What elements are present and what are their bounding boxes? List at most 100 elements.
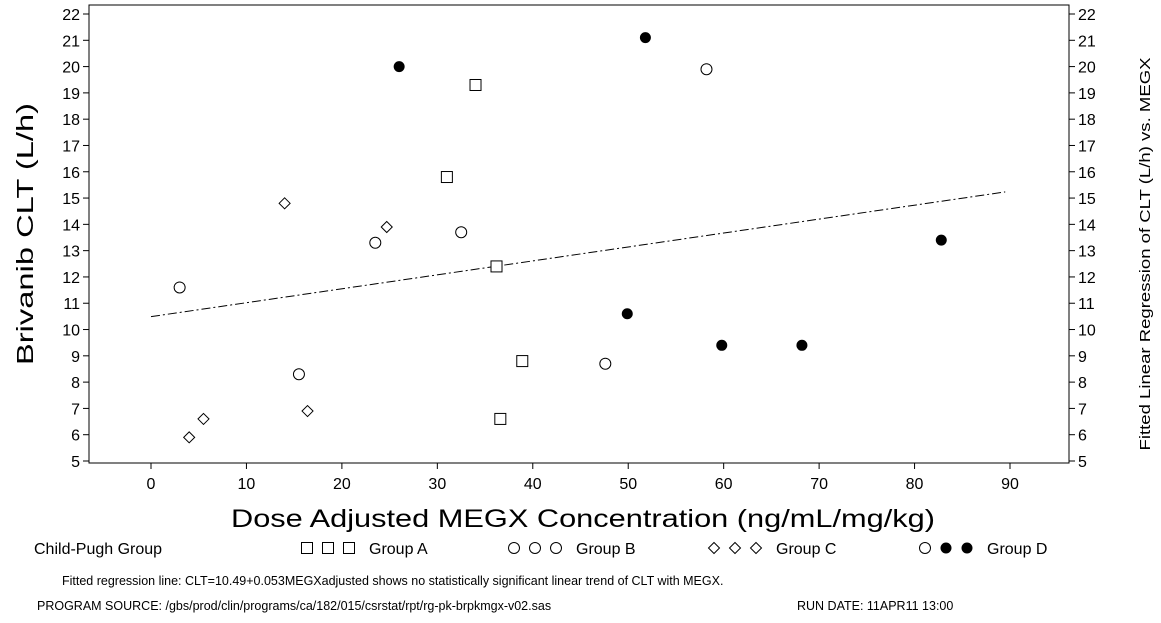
legend-label: Group D: [987, 541, 1047, 558]
x-axis: 0 10 20 30 40 50 60 70 80 90: [147, 463, 1019, 493]
y-tick-label-right: 10: [1078, 323, 1096, 340]
y-tick-label-right: 9: [1078, 349, 1087, 366]
y-tick-label-right: 8: [1078, 375, 1087, 392]
series-group-d: [393, 32, 947, 351]
y-tick-label-right: 6: [1078, 428, 1087, 445]
regression-line-group: [150, 191, 1006, 318]
legend-label: Group B: [576, 541, 636, 558]
data-point: [796, 339, 808, 351]
legend: Child-Pugh Group Group A Group B Group C Gr…: [34, 541, 1047, 558]
y-tick-label-left: 20: [62, 60, 80, 77]
legend-marker: [508, 542, 520, 554]
legend-marker: [343, 542, 355, 554]
y-tick-label-left: 22: [62, 7, 80, 24]
data-point: [369, 236, 382, 249]
data-point: [301, 404, 314, 418]
y-tick-label-right: 13: [1078, 244, 1096, 261]
y-tick-label-right: 19: [1078, 86, 1096, 103]
x-axis-title: Dose Adjusted MEGX Concentration (ng/mL/…: [231, 505, 935, 533]
y-tick-label-left: 14: [62, 217, 80, 234]
y-tick-label-right: 7: [1078, 401, 1087, 418]
legend-marker: [707, 541, 721, 555]
data-point: [182, 431, 196, 444]
y-axis-left: 5 6 7 8 9 10 11 12 13 14 15 16 17 18 19 20 21 22: [62, 7, 89, 471]
y-tick-label-left: 6: [71, 428, 80, 445]
legend-marker: [728, 541, 742, 555]
data-point: [173, 281, 186, 294]
legend-marker: [529, 542, 541, 554]
legend-label: Group A: [369, 541, 428, 558]
y-tick-label-left: 16: [62, 165, 80, 182]
x-tick-label: 10: [238, 476, 256, 493]
data-point: [292, 368, 305, 381]
x-tick-label: 30: [428, 476, 446, 493]
y-tick-label-left: 7: [71, 401, 80, 418]
data-point: [639, 32, 651, 44]
program-source: PROGRAM SOURCE: /gbs/prod/clin/programs/…: [37, 599, 551, 613]
legend-entry-group-a: Group A: [301, 541, 428, 558]
y-tick-label-right: 12: [1078, 270, 1096, 287]
legend-marker: [749, 541, 763, 555]
y-tick-label-left: 11: [63, 296, 80, 313]
data-point: [516, 355, 529, 368]
y-tick-label-right: 14: [1078, 217, 1096, 234]
y-tick-label-left: 9: [71, 349, 80, 366]
x-tick-label: 50: [619, 476, 637, 493]
data-point: [599, 357, 612, 370]
data-point: [935, 234, 947, 246]
y-tick-label-left: 5: [71, 454, 80, 471]
x-tick-label: 60: [715, 476, 733, 493]
y-tick-label-left: 17: [62, 138, 80, 155]
legend-entry-group-d: Group D: [919, 541, 1047, 558]
y-tick-label-left: 21: [62, 33, 80, 50]
y-tick-label-right: 17: [1078, 138, 1096, 155]
data-point: [621, 308, 633, 320]
x-tick-label: 20: [333, 476, 351, 493]
legend-entry-group-b: Group B: [508, 541, 636, 558]
data-point: [197, 412, 210, 426]
x-tick-label: 80: [906, 476, 924, 493]
legend-marker: [301, 542, 313, 554]
y-tick-label-right: 5: [1078, 454, 1087, 471]
y-axis-title: Brivanib CLT (L/h): [12, 103, 38, 365]
x-tick-label: 40: [524, 476, 542, 493]
y-tick-label-left: 10: [62, 323, 80, 340]
data-point: [716, 339, 728, 351]
y-tick-label-left: 12: [62, 270, 80, 287]
y-tick-label-left: 15: [62, 191, 80, 208]
footnote: Fitted regression line: CLT=10.49+0.053M…: [62, 574, 723, 588]
y-tick-label-right: 22: [1078, 7, 1096, 24]
y-tick-label-right: 11: [1078, 296, 1095, 313]
x-tick-label: 0: [147, 476, 156, 493]
data-point: [440, 171, 453, 184]
y-tick-label-left: 8: [71, 375, 80, 392]
data-points: [173, 32, 947, 444]
legend-marker: [550, 542, 562, 554]
regression-line: [150, 191, 1006, 318]
legend-label: Group C: [776, 541, 836, 558]
legend-marker: [961, 542, 973, 554]
series-group-c: [182, 197, 393, 444]
data-point: [490, 260, 503, 273]
y-tick-label-right: 20: [1078, 60, 1096, 77]
legend-entry-group-c: Group C: [707, 541, 836, 558]
legend-title: Child-Pugh Group: [34, 541, 162, 558]
data-point: [380, 220, 393, 234]
data-point: [278, 197, 291, 210]
y-tick-label-right: 21: [1078, 33, 1096, 50]
y-tick-label-right: 16: [1078, 165, 1096, 182]
y-tick-label-right: 18: [1078, 112, 1096, 129]
data-point: [469, 78, 482, 91]
data-point: [455, 226, 468, 239]
y-tick-label-left: 18: [62, 112, 80, 129]
legend-marker: [322, 542, 334, 554]
y-axis-right: 5 6 7 8 9 10 11 12 13 14 15 16 17 18 19 20 21 22: [1069, 7, 1096, 471]
series-group-b: [173, 63, 713, 381]
legend-marker: [919, 542, 931, 554]
run-date: RUN DATE: 11APR11 13:00: [797, 599, 953, 613]
series-group-a: [440, 78, 529, 425]
plot-frame: [88, 4, 1070, 464]
y-tick-label-left: 13: [62, 244, 80, 261]
x-tick-label: 70: [810, 476, 828, 493]
